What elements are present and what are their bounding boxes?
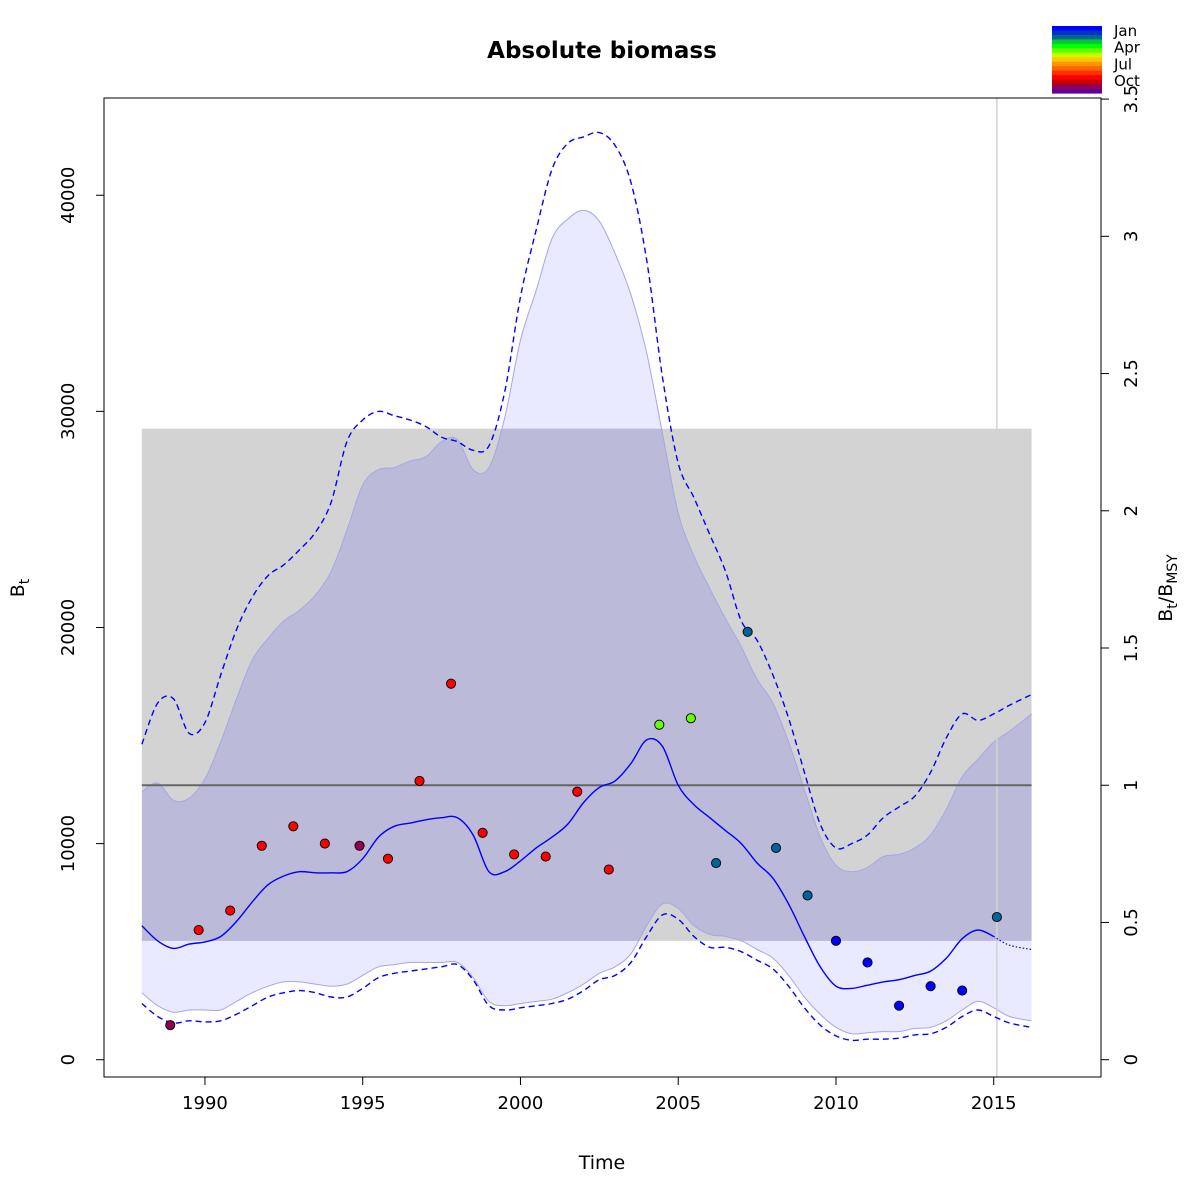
x-tick-label: 2005 [655, 1093, 701, 1114]
legend-swatch [1052, 48, 1102, 54]
chart-title: Absolute biomass [487, 38, 717, 64]
y-tick-label: 0 [58, 1054, 79, 1065]
observation-point [802, 890, 813, 901]
y2-tick-label: 0.5 [1121, 908, 1142, 937]
legend-swatch [1052, 61, 1102, 67]
observation-point [685, 713, 696, 724]
observation-point [957, 985, 968, 996]
observation-point [991, 912, 1002, 923]
observation-point [509, 849, 520, 860]
y-axis-label: Bt [7, 578, 33, 597]
observation-point [477, 827, 488, 838]
observation-point [654, 719, 665, 730]
legend-swatch [1052, 57, 1102, 63]
legend-swatch [1052, 39, 1102, 45]
forecast-line [993, 935, 1032, 951]
y2-tick-label: 1 [1121, 780, 1142, 791]
y-tick-label: 20000 [58, 599, 79, 656]
legend-label: Apr [1114, 39, 1141, 57]
observation-point [862, 957, 873, 968]
legend-label: Jan [1113, 22, 1137, 40]
observation-point [225, 905, 236, 916]
ci-fill-border-lower [141, 902, 1032, 1035]
legend-label: Jul [1113, 55, 1132, 73]
legend-swatch [1052, 26, 1102, 32]
y2-axis: 0 0.5 1 1.5 2 2.5 3 3.5 [1101, 85, 1142, 1065]
x-tick-label: 1990 [182, 1093, 228, 1114]
x-axis: 1990 1995 2000 2005 2010 2015 [182, 1077, 1017, 1114]
y2-tick-label: 0 [1121, 1054, 1142, 1065]
observation-point [540, 851, 551, 862]
observation-point [165, 1020, 176, 1031]
x-tick-label: 2000 [498, 1093, 544, 1114]
legend-swatch [1052, 30, 1102, 36]
observation-point [925, 981, 936, 992]
estimate-line [141, 737, 995, 990]
observation-point [193, 924, 204, 936]
x-tick-label: 2010 [813, 1093, 859, 1114]
observation-point [572, 786, 583, 797]
observation-point [382, 853, 394, 864]
legend-label: Oct [1114, 72, 1140, 90]
y-axis: 0 10000 20000 30000 40000 [58, 167, 104, 1065]
lower-ci-line [141, 913, 1032, 1042]
observation-point [711, 857, 722, 869]
y2-tick-label: 3.5 [1121, 85, 1142, 114]
legend-swatch [1052, 84, 1102, 90]
legend-swatch [1052, 52, 1102, 58]
upper-ci-line [141, 131, 1032, 850]
ci-band-overlap [141, 428, 1032, 941]
legend-swatch [1052, 70, 1102, 76]
legend-swatch [1052, 79, 1102, 85]
observation-point [894, 1000, 905, 1011]
y2-tick-label: 3 [1121, 231, 1142, 242]
y-tick-label: 40000 [58, 167, 79, 224]
legend-swatch [1052, 43, 1102, 49]
x-tick-label: 2015 [971, 1093, 1017, 1114]
plot-frame [103, 97, 1102, 1078]
y-tick-label: 10000 [58, 815, 79, 872]
observation-point [288, 821, 299, 832]
legend-swatch [1052, 88, 1102, 94]
y2-tick-label: 1.5 [1121, 634, 1142, 663]
observation-point [742, 626, 753, 637]
y2-tick-label: 2.5 [1121, 359, 1142, 388]
legend-swatch [1052, 66, 1102, 72]
x-tick-label: 1995 [340, 1093, 386, 1114]
observation-point [354, 840, 365, 851]
observation-point [256, 840, 267, 851]
observation-point [770, 842, 782, 853]
y2-axis-label: Bt/BMSY [1155, 554, 1181, 622]
legend-swatch [1052, 75, 1102, 81]
observation-point [446, 678, 457, 689]
y2-tick-label: 2 [1121, 505, 1142, 516]
observation-points [165, 626, 1002, 1031]
x-axis-label: Time [578, 1152, 626, 1174]
observation-point [319, 838, 330, 849]
y-tick-label: 30000 [58, 383, 79, 440]
observation-point [414, 775, 425, 786]
ci-fill-border-upper [141, 209, 1032, 873]
observation-point [830, 935, 842, 946]
observation-point [603, 864, 614, 875]
legend-swatch [1052, 34, 1102, 40]
